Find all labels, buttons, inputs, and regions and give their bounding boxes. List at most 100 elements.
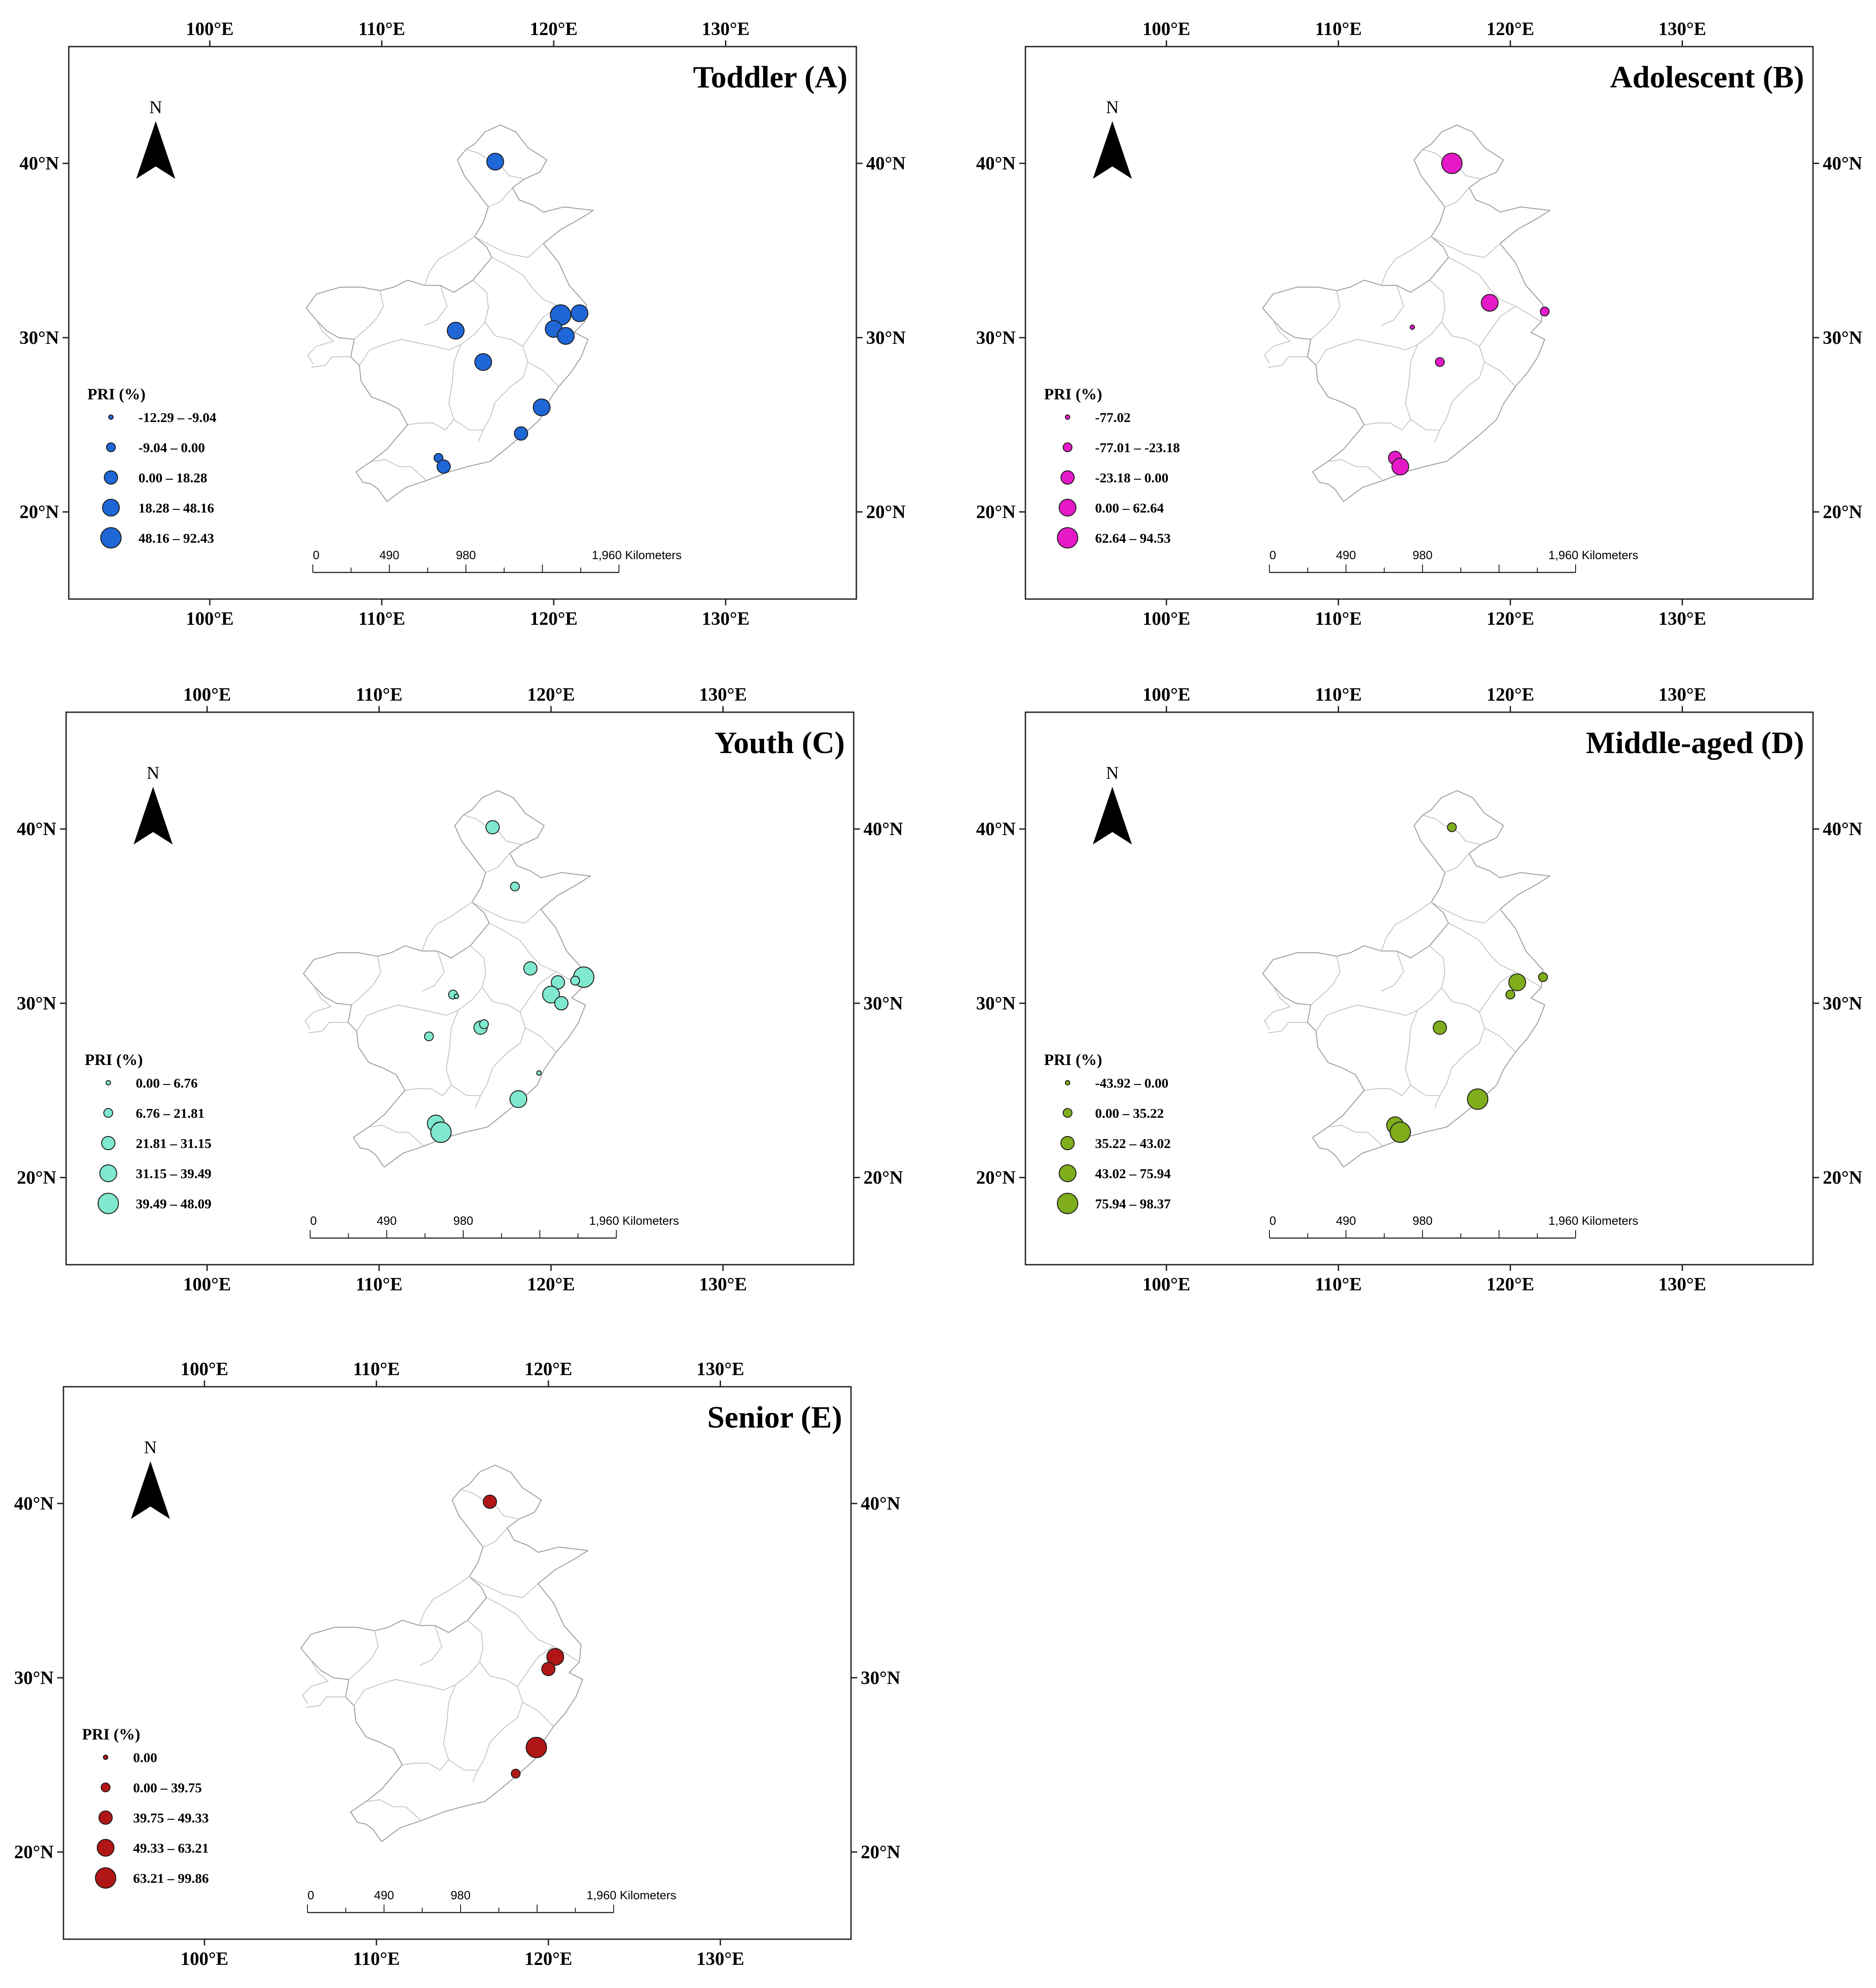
legend-label: -23.18 – 0.00 (1095, 470, 1168, 485)
north-label: N (1106, 97, 1119, 117)
lon-tick-label-bottom: 120°E (527, 1274, 575, 1295)
lat-tick-label-right: 30°N (1823, 994, 1862, 1014)
lon-tick-label-top: 120°E (527, 685, 575, 705)
legend-symbol (1057, 527, 1078, 548)
lon-tick-label-bottom: 120°E (530, 609, 578, 629)
legend-title: PRI (%) (85, 1051, 143, 1069)
legend-label: 75.94 – 98.37 (1095, 1196, 1171, 1211)
site-symbol (546, 1648, 564, 1666)
province-boundary (1310, 290, 1340, 340)
province-boundary (488, 187, 513, 208)
legend-symbol (102, 499, 120, 517)
legend-symbol (106, 1080, 111, 1085)
province-boundary (1328, 459, 1383, 481)
lon-tick-label-top: 100°E (183, 685, 231, 705)
site-symbol (1441, 153, 1463, 174)
lon-tick-label-bottom: 100°E (186, 609, 234, 629)
legend-label: 49.33 – 63.21 (133, 1840, 209, 1856)
north-arrow-icon (134, 787, 173, 844)
map-panel-adolescent: 100°E 100°E 110°E 110°E 120°E 120°E 130°E 130°E… (957, 0, 1862, 648)
province-boundary (474, 236, 544, 258)
scale-label: 490 (1336, 1214, 1356, 1227)
legend-title: PRI (%) (87, 385, 146, 403)
province-boundary (366, 1799, 422, 1821)
province-boundary (1448, 923, 1542, 988)
map-senior: 100°E 100°E 110°E 110°E 120°E 120°E 130°E 130°E… (14, 1359, 900, 1969)
legend-symbol (101, 1783, 110, 1792)
province-boundary (486, 1597, 580, 1663)
province-boundary (371, 459, 427, 481)
legend-symbol (100, 527, 122, 548)
map-middle-aged: 100°E 100°E 110°E 110°E 120°E 120°E 130°E 130°E… (976, 685, 1862, 1295)
province-boundary (1484, 1027, 1516, 1053)
map-adolescent: 100°E 100°E 110°E 110°E 120°E 120°E 130°E 130°E… (976, 19, 1862, 629)
legend-symbol (1065, 414, 1070, 420)
lon-tick-label-top: 100°E (1143, 19, 1190, 39)
legend-label: -43.92 – 0.00 (1095, 1075, 1168, 1091)
lat-tick-label-right: 30°N (866, 328, 906, 348)
legend-symbol (1059, 499, 1076, 517)
scale-label: 490 (377, 1214, 397, 1227)
lon-tick-label-top: 110°E (1315, 685, 1362, 705)
province-boundary (1445, 853, 1470, 873)
lat-tick-label-left: 40°N (20, 154, 59, 174)
lon-tick-label-top: 110°E (353, 1359, 400, 1380)
lat-tick-label-right: 40°N (1823, 819, 1862, 840)
region-boundary (303, 790, 591, 1168)
legend-label: 21.81 – 31.15 (136, 1136, 212, 1151)
site-symbol (571, 304, 589, 322)
province-boundary (1434, 1012, 1485, 1108)
lat-tick-label-left: 20°N (20, 502, 59, 523)
lon-tick-label-top: 100°E (1143, 685, 1190, 705)
legend-symbol (103, 1755, 108, 1760)
lon-tick-label-top: 130°E (697, 1359, 745, 1380)
lon-tick-label-top: 100°E (186, 19, 234, 39)
site-symbol (1433, 1020, 1447, 1035)
lon-tick-label-bottom: 100°E (1143, 609, 1190, 629)
province-boundary (1264, 320, 1291, 364)
site-symbol (1540, 306, 1550, 316)
panel-title: Senior (E) (707, 1400, 842, 1435)
legend-label: 18.28 – 48.16 (138, 500, 214, 516)
lat-tick-label-left: 20°N (976, 502, 1016, 523)
scale-label: 1,960 Kilometers (587, 1889, 677, 1902)
province-boundary (1479, 306, 1516, 347)
site-symbol (485, 820, 500, 835)
province-boundary (1310, 956, 1340, 1006)
province-boundary (477, 346, 528, 442)
legend-symbol (108, 414, 114, 420)
province-boundary (1268, 1022, 1308, 1033)
panel-title: Youth (C) (714, 726, 845, 760)
legend-symbol (1057, 1193, 1078, 1214)
lon-tick-label-top: 120°E (1486, 685, 1534, 705)
legend-label: 0.00 – 62.64 (1095, 500, 1164, 516)
lon-tick-label-bottom: 100°E (183, 1274, 231, 1295)
map-frame (1025, 46, 1814, 600)
lon-tick-label-top: 130°E (1659, 685, 1707, 705)
lat-tick-label-right: 20°N (861, 1842, 900, 1863)
site-symbol (514, 426, 528, 441)
province-boundary (483, 1527, 508, 1548)
lon-tick-label-bottom: 130°E (1659, 609, 1707, 629)
lon-tick-label-bottom: 120°E (1486, 1274, 1534, 1295)
province-boundary (528, 362, 560, 387)
province-boundary (453, 419, 483, 430)
legend-label: 31.15 – 39.49 (136, 1166, 212, 1181)
map-frame (63, 1386, 852, 1940)
province-boundary (354, 1661, 480, 1706)
province-boundary (472, 902, 541, 923)
province-boundary (351, 956, 381, 1006)
site-symbol (532, 398, 551, 416)
legend-label: 35.22 – 43.02 (1095, 1136, 1171, 1151)
site-symbol (541, 1662, 556, 1676)
province-boundary (489, 923, 583, 988)
panel-title: Toddler (A) (693, 60, 847, 95)
site-symbol (446, 322, 465, 340)
province-boundary (517, 1646, 554, 1687)
site-symbol (479, 1019, 489, 1030)
province-boundary (1316, 321, 1442, 366)
legend-label: 48.16 – 92.43 (138, 530, 214, 546)
lon-tick-label-bottom: 110°E (1315, 609, 1362, 629)
province-boundary (1410, 419, 1440, 430)
lat-tick-label-right: 20°N (863, 1168, 903, 1188)
